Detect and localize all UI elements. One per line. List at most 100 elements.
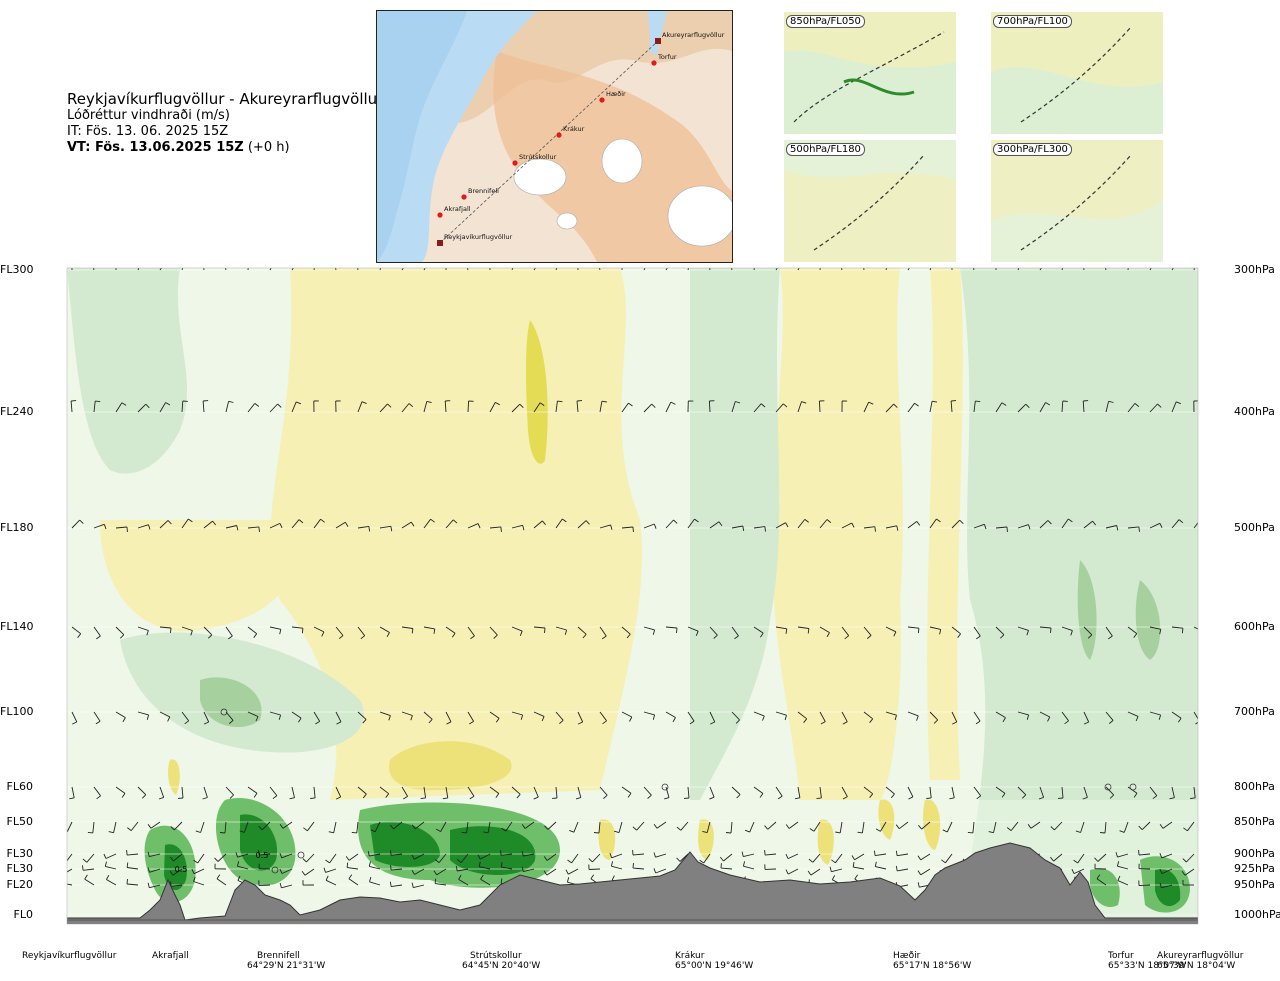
- wind-barb: [269, 626, 281, 630]
- wind-barb-flag: [926, 797, 932, 799]
- wind-barb: [423, 626, 435, 630]
- wind-barb: [929, 401, 933, 413]
- wind-barb-flag: [603, 794, 608, 799]
- wind-barb-flag: [191, 868, 195, 874]
- right-axis-label: 400hPa: [1234, 405, 1275, 418]
- wind-barb-flag: [820, 721, 826, 725]
- level-gridlines: [67, 269, 1198, 916]
- wind-barb: [203, 711, 210, 723]
- wind-barb: [105, 865, 117, 870]
- wind-barb-flag: [914, 402, 919, 407]
- wind-barb-flag: [651, 403, 656, 408]
- x-point-coord: 65°39'N 18°04'W: [1157, 961, 1236, 971]
- x-point-label: Brennifell 64°29'N 21°31'W: [247, 951, 325, 971]
- wind-barb-flag: [889, 260, 894, 262]
- wind-barb-flag: [521, 851, 524, 857]
- wind-barb: [819, 519, 828, 529]
- wind-barb-flag: [557, 400, 563, 403]
- wind-barb-flag: [908, 796, 914, 800]
- wind-barb-flag: [975, 400, 981, 403]
- wind-barb: [643, 786, 652, 796]
- wind-barb: [137, 626, 149, 631]
- wind-barb: [137, 524, 149, 529]
- wind-barb: [861, 821, 865, 833]
- wind-barb-flag: [1202, 632, 1204, 637]
- wind-barb: [335, 626, 344, 636]
- wind-barb-flag: [917, 855, 922, 861]
- wind-barb: [839, 821, 843, 833]
- wind-barb-flag: [1117, 875, 1121, 881]
- x-point-coord: 65°17'N 18°56'W: [893, 961, 972, 971]
- cell-strong-up-4: [450, 826, 536, 875]
- wind-barb-flag: [237, 875, 241, 881]
- wind-barb: [369, 853, 381, 857]
- wind-barb: [445, 519, 454, 529]
- wind-barb: [665, 711, 676, 718]
- wind-barb-flag: [1116, 525, 1119, 531]
- wind-barb: [708, 400, 711, 413]
- wind-barb: [1053, 853, 1063, 862]
- wind-barb-flag: [220, 832, 226, 834]
- left-axis-label: FL50: [6, 815, 33, 828]
- wind-barb-flag: [214, 857, 219, 862]
- wind-barb-flag: [1082, 796, 1088, 800]
- wind-barb-flag: [383, 259, 388, 260]
- route-point-label: Akureyrarflugvöllur: [662, 31, 725, 39]
- wind-barb: [335, 521, 346, 529]
- wind-barb: [467, 786, 475, 797]
- wind-barb-flag: [874, 861, 877, 867]
- wind-barb: [137, 403, 147, 413]
- wind-barb-flag: [852, 862, 855, 868]
- wind-barb-flag: [1135, 716, 1139, 722]
- wind-barb: [929, 626, 941, 630]
- wind-barb: [897, 853, 909, 857]
- wind-barb-flag: [146, 714, 150, 720]
- wind-barb-flag: [253, 633, 258, 638]
- wind-barb: [573, 821, 579, 833]
- wind-barb: [261, 821, 271, 831]
- wind-barb: [863, 711, 873, 720]
- x-point-label: Krákur 65°00'N 19°46'W: [675, 951, 753, 971]
- wind-barb-flag: [1201, 519, 1205, 522]
- wind-barb-flag: [759, 793, 764, 798]
- wind-barb: [181, 518, 189, 529]
- wind-barb: [159, 786, 165, 798]
- wind-barb-flag: [653, 823, 658, 829]
- wind-barb-flag: [408, 261, 412, 264]
- wind-barb-flag: [932, 400, 938, 403]
- wind-barb-flag: [764, 825, 769, 830]
- wind-barb: [599, 786, 608, 796]
- wind-barb-flag: [1087, 634, 1093, 639]
- wind-barb-flag: [653, 523, 657, 529]
- route-point-marker: [599, 97, 605, 103]
- wind-barb-flag: [949, 797, 955, 800]
- wind-barb-flag: [785, 824, 790, 829]
- wind-barb-flag: [734, 635, 739, 640]
- wind-barb-flag: [501, 827, 507, 832]
- wind-barb-flag: [1156, 261, 1160, 264]
- wind-barb: [414, 868, 425, 875]
- route-map: Reykjavíkurflugvöllur Akrafjall Brennifell…: [376, 10, 733, 263]
- wind-barb-flag: [336, 796, 341, 800]
- wind-barb-flag: [82, 858, 88, 863]
- wind-barb: [282, 821, 293, 829]
- wind-barb-flag: [84, 874, 88, 880]
- calm-marker-6: [271, 866, 279, 874]
- wind-barb-flag: [967, 831, 973, 834]
- wind-barb-flag: [500, 526, 502, 532]
- wind-barb-flag: [495, 793, 500, 798]
- wind-barb-flag: [433, 870, 438, 876]
- wind-barb-flag: [520, 714, 524, 720]
- annotation-value-2: 0.5: [256, 851, 269, 860]
- x-point-label: Reykjavíkurflugvöllur: [22, 951, 116, 961]
- wind-barb: [854, 853, 865, 861]
- wind-barb-flag: [279, 824, 284, 829]
- wind-barb: [237, 865, 249, 870]
- wind-barb-flag: [588, 858, 593, 863]
- wind-barb-flag: [345, 522, 349, 527]
- mini-map-300: 300hPa/FL300: [991, 140, 1163, 262]
- wind-barb: [86, 853, 95, 863]
- wind-barb: [357, 711, 367, 720]
- wind-barb-flag: [1177, 717, 1182, 723]
- wind-barb: [1193, 786, 1196, 798]
